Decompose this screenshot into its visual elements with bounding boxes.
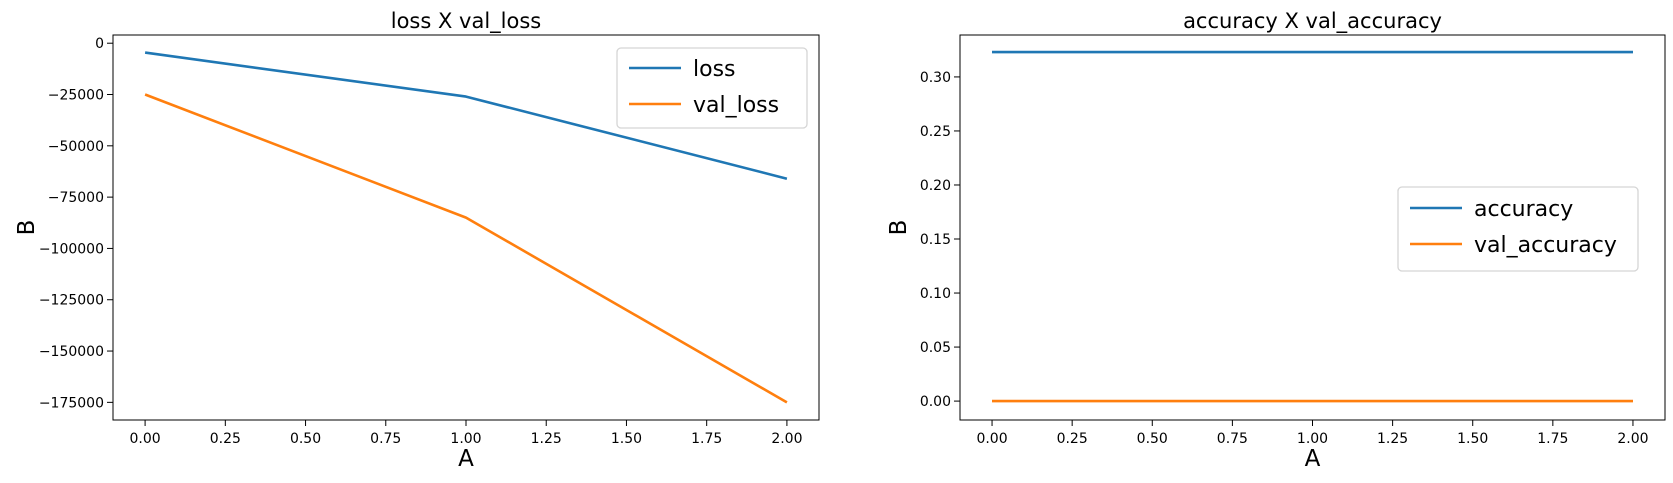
y-tick-label: 0.25 [920, 124, 951, 140]
legend-label-loss: loss [693, 57, 736, 82]
series-line-loss [144, 51, 788, 180]
x-tick-label: 1.50 [611, 431, 642, 447]
x-tick-label: 1.75 [691, 431, 722, 447]
x-tick-label: 2.00 [1617, 431, 1648, 447]
x-tick-label: 0.00 [130, 431, 161, 447]
x-axis-label: A [1305, 446, 1321, 472]
y-axis-label: B [14, 220, 40, 236]
y-tick-label: 0 [95, 36, 104, 52]
x-tick-label: 1.25 [1377, 431, 1408, 447]
y-tick-label: −75000 [48, 190, 104, 206]
y-tick-label: 0.10 [920, 286, 951, 302]
y-tick-label: −100000 [39, 241, 104, 257]
x-tick-label: 0.50 [1137, 431, 1168, 447]
x-tick-label: 0.00 [976, 431, 1007, 447]
y-tick-label: 0.15 [920, 232, 951, 248]
y-tick-label: −25000 [48, 88, 104, 104]
y-tick-label: −150000 [39, 344, 104, 360]
x-axis-label: A [458, 446, 474, 472]
legend-label-val_loss: val_loss [693, 93, 779, 118]
y-tick-label: −125000 [39, 293, 104, 309]
x-tick-label: 0.25 [1057, 431, 1088, 447]
y-tick-label: 0.20 [920, 178, 951, 194]
x-tick-label: 1.00 [450, 431, 481, 447]
y-tick-label: 0.00 [920, 394, 951, 410]
loss-chart: 0.00 0.25 0.50 0.75 1.00 1.25 1.50 1.75 2.00 0 −25… [14, 9, 820, 472]
x-tick-label: 1.50 [1457, 431, 1488, 447]
x-tick-label: 0.75 [1217, 431, 1248, 447]
x-tick-label: 1.25 [531, 431, 562, 447]
x-tick-label: 1.00 [1297, 431, 1328, 447]
x-tick-label: 2.00 [771, 431, 802, 447]
chart-title: loss X val_loss [391, 9, 542, 34]
x-tick-label: 0.50 [290, 431, 321, 447]
legend-label-accuracy: accuracy [1474, 197, 1573, 222]
y-tick-label: −50000 [48, 139, 104, 155]
y-axis-label: B [886, 220, 912, 236]
series-line-val_loss [144, 93, 788, 404]
legend-label-val_accuracy: val_accuracy [1474, 233, 1617, 258]
y-tick-label: −175000 [39, 395, 104, 411]
y-tick-label: 0.05 [920, 340, 951, 356]
accuracy-chart: 0.00 0.25 0.50 0.75 1.00 1.25 1.50 1.75 2.00 0.00… [886, 9, 1666, 472]
x-tick-label: 0.75 [370, 431, 401, 447]
x-tick-label: 0.25 [210, 431, 241, 447]
y-tick-label: 0.30 [920, 70, 951, 86]
x-tick-label: 1.75 [1537, 431, 1568, 447]
chart-title: accuracy X val_accuracy [1183, 9, 1442, 34]
